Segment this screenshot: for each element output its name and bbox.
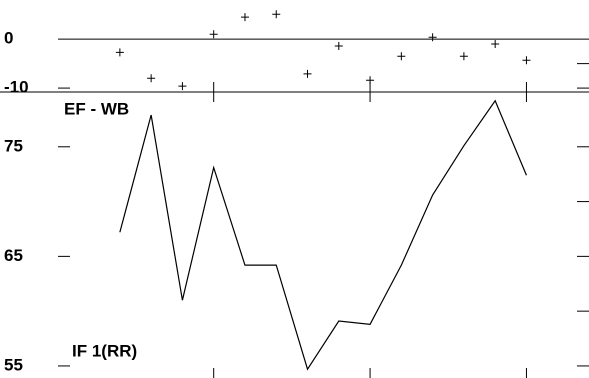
scatter-point bbox=[522, 56, 531, 65]
scatter-point bbox=[147, 74, 156, 83]
y-tick-label: 75 bbox=[4, 136, 23, 155]
panel-label: IF 1(RR) bbox=[72, 341, 137, 360]
scatter-point bbox=[303, 69, 312, 78]
scatter-point bbox=[428, 33, 437, 42]
scatter-point bbox=[240, 13, 249, 22]
scatter-point bbox=[459, 52, 468, 61]
y-tick-label: 65 bbox=[4, 246, 23, 265]
scatter-point bbox=[115, 48, 124, 57]
y-tick-label: 0 bbox=[4, 29, 13, 48]
scatter-point bbox=[366, 76, 375, 85]
scatter-point bbox=[209, 30, 218, 39]
panel-label: EF - WB bbox=[64, 99, 129, 118]
scatter-point bbox=[178, 82, 187, 91]
scatter-point bbox=[334, 42, 343, 50]
scatter-point bbox=[272, 10, 281, 19]
scatter-point bbox=[397, 52, 406, 61]
y-tick-label: -10 bbox=[4, 78, 29, 97]
scatter-point bbox=[491, 40, 500, 49]
y-tick-label: 55 bbox=[4, 355, 23, 374]
data-line bbox=[119, 99, 528, 371]
